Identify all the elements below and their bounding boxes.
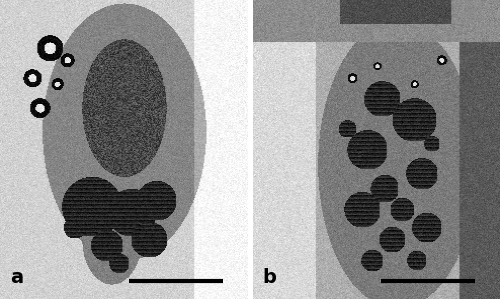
- Text: b: b: [262, 268, 276, 287]
- Text: a: a: [10, 268, 23, 287]
